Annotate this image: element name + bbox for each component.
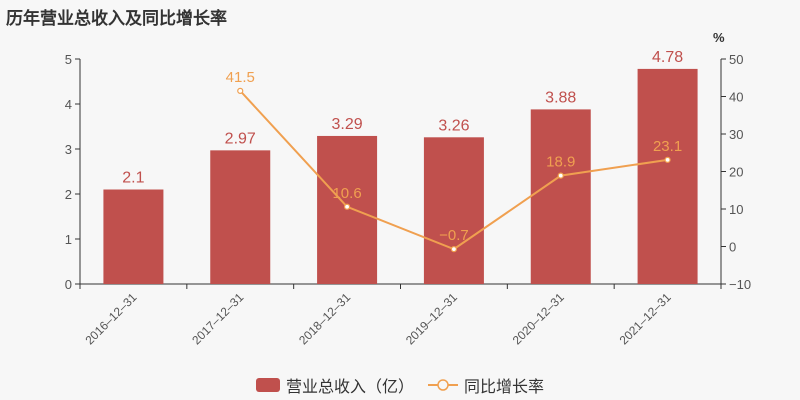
line-point[interactable] xyxy=(237,87,244,94)
line-value-label: 41.5 xyxy=(226,69,255,86)
bar-value-label: 4.78 xyxy=(652,49,683,66)
bar-value-label: 3.88 xyxy=(545,89,576,106)
chart-title: 历年营业总收入及同比增长率 xyxy=(6,9,227,29)
line-value-label: 10.6 xyxy=(332,185,361,202)
left-tick-label: 4 xyxy=(65,97,72,112)
bar[interactable] xyxy=(103,189,164,285)
right-tick-label: 20 xyxy=(729,165,743,180)
left-y-axis: 0 1 2 3 4 5 xyxy=(65,52,81,292)
left-tick-label: 0 xyxy=(65,277,72,292)
left-tick-label: 1 xyxy=(65,232,72,247)
right-tick-label: 30 xyxy=(729,127,743,142)
right-tick-label: 0 xyxy=(729,240,736,255)
legend-label-growth: 同比增长率 xyxy=(464,377,545,396)
bar-value-label: 3.29 xyxy=(332,116,363,133)
x-axis: 2016–12–31 2017–12–31 2018–12–31 2019–12–31… xyxy=(79,283,722,347)
right-axis-unit: % xyxy=(713,30,725,45)
bar-value-label: 2.97 xyxy=(225,130,256,147)
right-tick-label: 50 xyxy=(729,52,743,67)
x-tick-label: 2017–12–31 xyxy=(189,290,246,347)
x-tick-label: 2018–12–31 xyxy=(296,290,353,347)
right-tick-label: −10 xyxy=(729,277,751,292)
right-y-axis: −10 0 10 20 30 40 50 xyxy=(720,52,751,292)
bar[interactable] xyxy=(637,68,698,285)
legend: 营业总收入（亿） 同比增长率 xyxy=(0,373,800,397)
right-tick-label: 10 xyxy=(729,202,743,217)
bar[interactable] xyxy=(317,135,378,284)
line-value-label: −0.7 xyxy=(439,227,469,244)
left-tick-label: 5 xyxy=(65,52,72,67)
line-point[interactable] xyxy=(343,203,351,210)
line-value-label: 23.1 xyxy=(653,138,682,155)
bar-swatch-icon xyxy=(255,378,280,392)
bar-series: 2.1 2.97 3.29 3.26 3.88 4.78 xyxy=(103,49,698,285)
legend-label-revenue: 营业总收入（亿） xyxy=(285,377,414,396)
line-point[interactable] xyxy=(557,172,564,179)
bar[interactable] xyxy=(530,109,591,285)
line-series: 41.5 10.6 −0.7 18.9 23.1 xyxy=(226,69,682,253)
x-tick-label: 2019–12–31 xyxy=(403,290,460,347)
line-point[interactable] xyxy=(664,156,671,163)
left-tick-label: 3 xyxy=(65,142,72,157)
x-tick-label: 2021–12–31 xyxy=(617,290,674,347)
bar-value-label: 2.1 xyxy=(122,170,144,187)
line-value-label: 18.9 xyxy=(546,154,575,171)
x-tick-label: 2020–12–31 xyxy=(510,290,567,347)
bar-value-label: 3.26 xyxy=(438,117,469,134)
bar[interactable] xyxy=(210,150,271,284)
right-tick-label: 40 xyxy=(729,90,743,105)
legend-item-revenue[interactable]: 营业总收入（亿） xyxy=(255,373,414,397)
legend-item-growth[interactable]: 同比增长率 xyxy=(428,373,544,397)
line-marker-icon xyxy=(428,379,458,391)
left-tick-label: 2 xyxy=(65,187,72,202)
x-tick-label: 2016–12–31 xyxy=(82,290,139,347)
line-point[interactable] xyxy=(450,246,458,253)
bar[interactable] xyxy=(423,137,484,284)
